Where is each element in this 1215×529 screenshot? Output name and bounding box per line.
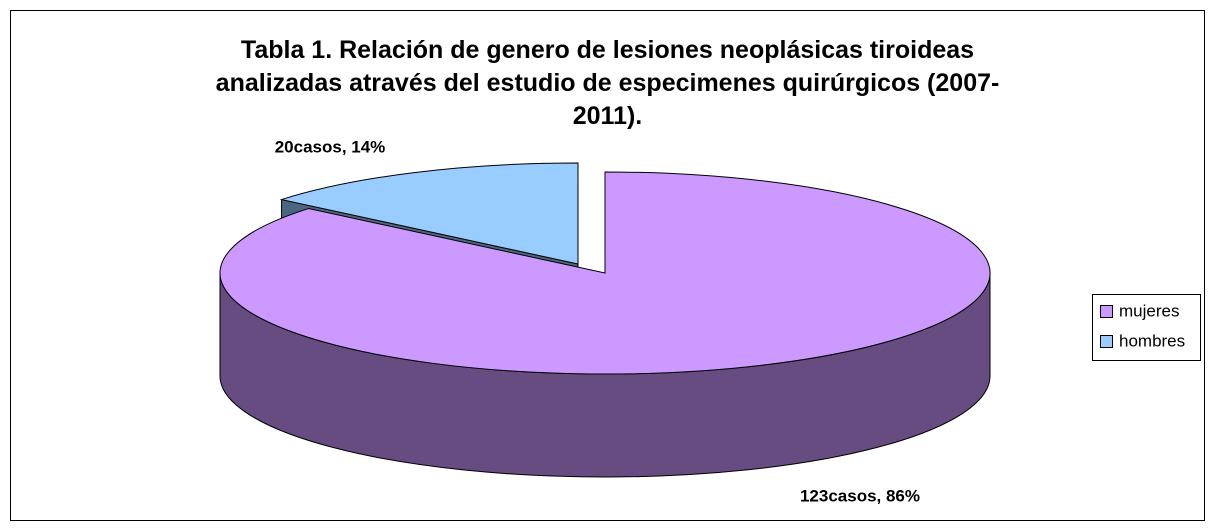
chart-title: Tabla 1. Relación de genero de lesiones … [215,36,1000,130]
slice [279,162,579,265]
legend-swatch [1100,335,1113,348]
legend-label: mujeres [1119,301,1179,320]
data-label: 20casos, 14% [275,137,386,156]
slice [219,171,991,375]
data-label: 123casos, 86% [800,486,920,505]
legend-swatch [1100,305,1113,318]
legend-label: hombres [1119,331,1185,350]
